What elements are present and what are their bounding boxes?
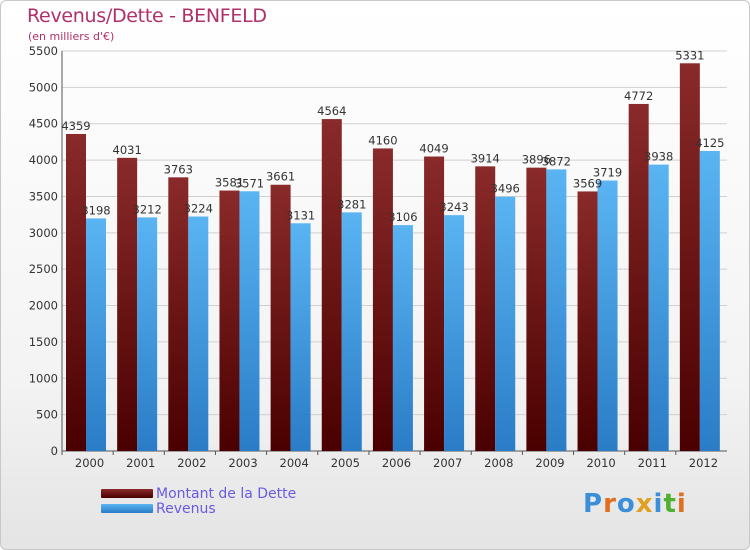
- y-tick-label-3000: 3000: [29, 226, 58, 240]
- data-label-debt-2007: 4049: [419, 142, 448, 156]
- bar-debt-2002: [168, 177, 189, 451]
- x-tick-label-2011: 2011: [638, 456, 667, 470]
- chart-subtitle: (en milliers d'€): [28, 30, 115, 43]
- bar-debt-2006: [372, 148, 393, 452]
- bar-debt-2011: [628, 103, 649, 451]
- logo-letter: t: [663, 489, 677, 519]
- data-label-debt-2011: 4772: [624, 89, 653, 103]
- x-tick-label-2008: 2008: [484, 456, 513, 470]
- y-tick-label-1500: 1500: [29, 335, 58, 349]
- x-tick-label-2010: 2010: [586, 456, 615, 470]
- data-label-debt-2005: 4564: [317, 104, 346, 118]
- data-label-revenus-2000: 3198: [81, 203, 110, 217]
- logo-letter: o: [616, 489, 636, 519]
- bar-debt-2003: [219, 190, 240, 451]
- logo-letter: i: [676, 489, 687, 519]
- logo-letter: x: [635, 489, 654, 519]
- bar-revenus-2001: [137, 217, 158, 451]
- data-label-revenus-2011: 3938: [644, 150, 673, 164]
- y-tick-label-5000: 5000: [29, 80, 58, 94]
- logo-letter: P: [583, 489, 604, 519]
- x-tick-label-2004: 2004: [280, 456, 309, 470]
- x-tick-label-2009: 2009: [535, 456, 564, 470]
- legend-swatch-revenus: [101, 504, 153, 513]
- bar-revenus-2012: [699, 151, 720, 451]
- bars: [66, 63, 720, 452]
- x-tick-label-2001: 2001: [126, 456, 155, 470]
- y-tick-label-2500: 2500: [29, 262, 58, 276]
- data-label-revenus-2010: 3719: [593, 166, 622, 180]
- bar-revenus-2009: [546, 169, 567, 451]
- bar-revenus-2006: [392, 225, 413, 451]
- bar-debt-2012: [679, 63, 700, 452]
- data-label-debt-2006: 4160: [368, 133, 397, 147]
- logo-letter: r: [603, 489, 617, 519]
- legend-swatch-debt: [101, 489, 153, 498]
- y-tick-label-0: 0: [51, 444, 58, 458]
- chart-title: Revenus/Dette - BENFELD: [27, 5, 267, 27]
- x-tick-label-2007: 2007: [433, 456, 462, 470]
- data-label-debt-2012: 5331: [675, 48, 704, 62]
- data-label-debt-2009: 3896: [522, 153, 551, 167]
- data-label-debt-2003: 3581: [215, 176, 244, 190]
- bar-debt-2008: [475, 166, 496, 451]
- data-label-revenus-2001: 3212: [133, 202, 162, 216]
- data-label-debt-2000: 4359: [61, 119, 90, 133]
- data-label-debt-2004: 3661: [266, 170, 295, 184]
- bar-debt-2010: [577, 191, 598, 451]
- bar-revenus-2000: [86, 218, 106, 451]
- legend-label-revenus: Revenus: [156, 501, 216, 517]
- bar-revenus-2007: [444, 215, 465, 451]
- x-tick-label-2000: 2000: [75, 456, 104, 470]
- y-tick-label-3500: 3500: [29, 189, 58, 203]
- x-tick-label-2005: 2005: [331, 456, 360, 470]
- bar-debt-2005: [321, 119, 342, 451]
- axes: 0 500 1000 1500 2000 2500 3000 3500 4000 4500 5000…: [29, 44, 727, 470]
- x-tick-label-2003: 2003: [228, 456, 257, 470]
- x-tick-label-2002: 2002: [177, 456, 206, 470]
- bar-revenus-2002: [188, 216, 209, 451]
- bar-revenus-2008: [495, 196, 516, 451]
- data-label-debt-2001: 4031: [113, 143, 142, 157]
- bar-revenus-2005: [341, 212, 362, 451]
- y-tick-label-2000: 2000: [29, 299, 58, 313]
- data-label-debt-2010: 3569: [573, 176, 602, 190]
- data-label-revenus-2012: 4125: [695, 136, 724, 150]
- y-tick-label-500: 500: [36, 408, 58, 422]
- data-label-revenus-2005: 3281: [337, 197, 366, 211]
- bar-revenus-2004: [290, 223, 311, 451]
- data-label-debt-2002: 3763: [164, 162, 193, 176]
- bar-debt-2007: [424, 156, 445, 451]
- y-tick-label-4500: 4500: [29, 117, 58, 131]
- x-tick-label-2006: 2006: [382, 456, 411, 470]
- bar-revenus-2003: [239, 191, 260, 452]
- y-tick-label-1000: 1000: [29, 371, 58, 385]
- proxiti-logo: Proxiti: [583, 489, 687, 519]
- bar-debt-2000: [66, 133, 86, 451]
- data-label-revenus-2009: 3872: [542, 154, 571, 168]
- data-label-debt-2008: 3914: [471, 151, 500, 165]
- y-tick-label-4000: 4000: [29, 153, 58, 167]
- bar-debt-2001: [117, 157, 138, 451]
- data-label-revenus-2008: 3496: [491, 182, 520, 196]
- data-label-revenus-2006: 3106: [388, 210, 417, 224]
- data-label-revenus-2003: 3571: [235, 176, 264, 190]
- bar-revenus-2011: [648, 164, 669, 451]
- data-label-revenus-2002: 3224: [184, 202, 213, 216]
- legend-label-debt: Montant de la Dette: [156, 486, 297, 502]
- data-label-revenus-2007: 3243: [439, 200, 468, 214]
- y-tick-label-5500: 5500: [29, 44, 58, 58]
- logo-letter: i: [653, 489, 664, 519]
- x-tick-label-2012: 2012: [689, 456, 718, 470]
- bar-debt-2004: [270, 184, 291, 451]
- data-label-revenus-2004: 3131: [286, 208, 315, 222]
- bar-debt-2009: [526, 167, 547, 451]
- bar-revenus-2010: [597, 180, 618, 451]
